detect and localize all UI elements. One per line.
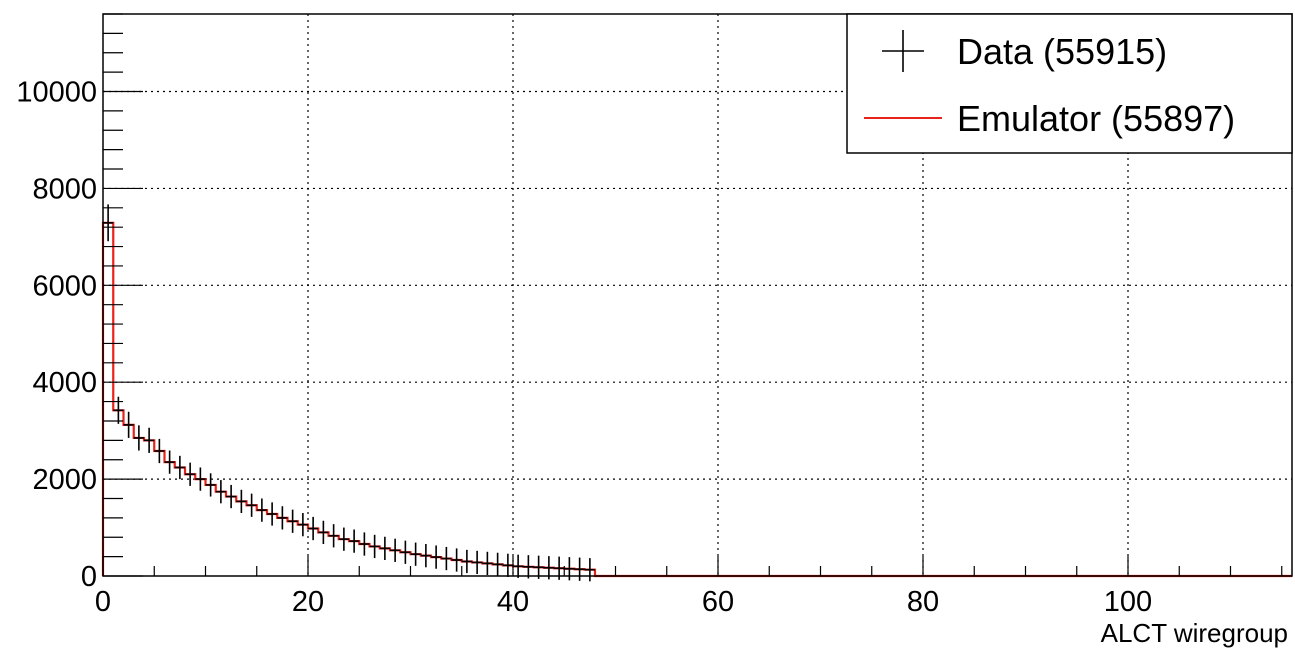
plot-frame [102,13,1293,577]
x-tick-label: 80 [907,586,939,618]
x-axis-title: ALCT wiregroup [1101,618,1288,648]
x-tick-label: 100 [1104,586,1152,618]
axis-layer: 0 20 40 60 80 100 0 2000 4000 6000 8000 10000 [16,13,1283,618]
x-tick-label: 40 [497,586,529,618]
y-tick-label: 8000 [32,173,97,205]
legend-entry-data: Data (55915) [957,31,1167,72]
y-tick-label: 2000 [32,464,97,496]
y-tick-label: 10000 [16,77,97,109]
y-tick-label: 0 [81,561,97,593]
legend: Data (55915) Emulator (55897) [846,13,1293,154]
legend-box [846,13,1293,154]
y-tick-label: 6000 [32,270,97,302]
x-tick-label: 20 [292,586,324,618]
legend-entry-emulator: Emulator (55897) [957,98,1235,139]
y-tick-label: 4000 [32,367,97,399]
grid-layer [103,14,1292,576]
x-tick-label: 60 [702,586,734,618]
x-tick-label: 0 [95,586,111,618]
legend-data-marker-icon [882,30,924,72]
